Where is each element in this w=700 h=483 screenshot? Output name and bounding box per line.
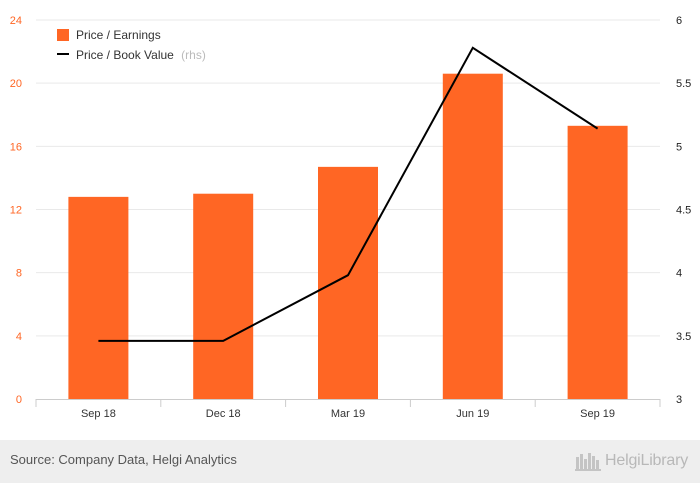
y-left-tick-label: 0 [16, 394, 22, 406]
y-left-tick-label: 20 [10, 78, 22, 90]
pbv-line [98, 46, 599, 342]
y-left-tick-label: 4 [16, 331, 22, 343]
x-tick-label: Sep 19 [580, 408, 615, 420]
legend-pbv-suffix: (rhs) [181, 48, 206, 62]
brand-logo: HelgiLibrary [575, 449, 688, 473]
x-tick-label: Mar 19 [331, 408, 365, 420]
y-right-tick-label: 5 [676, 141, 682, 153]
source-note: Source: Company Data, Helgi Analytics [10, 452, 237, 467]
pe-bar [68, 196, 129, 399]
legend-pe-label: Price / Earnings [76, 28, 161, 42]
x-tick-label: Jun 19 [456, 408, 489, 420]
y-right-tick-label: 5.5 [676, 78, 691, 90]
axes: 0 4 8 12 16 20 24 3 3.5 4 4.5 5 5.5 6 Sep 18 Dec 18 Mar … [10, 15, 692, 420]
y-left-tick-label: 8 [16, 268, 22, 280]
y-right-tick-label: 3 [676, 394, 682, 406]
y-right-tick-label: 6 [676, 15, 682, 27]
y-left-tick-label: 24 [10, 15, 22, 27]
pe-bar [442, 73, 503, 400]
x-tick-label: Dec 18 [206, 408, 241, 420]
y-right-tick-label: 3.5 [676, 331, 691, 343]
legend-pbv-text: Price / Book Value (rhs) [76, 48, 206, 62]
footer: Source: Company Data, Helgi Analytics He… [0, 440, 700, 483]
brand-name: HelgiLibrary [605, 452, 688, 469]
y-left-tick-label: 12 [10, 205, 22, 217]
x-tick-label: Sep 18 [81, 408, 116, 420]
pe-bar [193, 193, 254, 399]
pe-bars [68, 73, 628, 400]
y-right-tick-label: 4 [676, 268, 682, 280]
legend-pbv-label: Price / Book Value [76, 48, 174, 62]
pe-bar [318, 166, 378, 399]
y-left-tick-label: 16 [10, 141, 22, 153]
library-icon [575, 453, 602, 471]
legend-pe-swatch [57, 29, 69, 41]
y-right-tick-label: 4.5 [676, 205, 691, 217]
legend: Price / Earnings Price / Book Value (rhs… [57, 28, 206, 62]
pe-bar [567, 125, 628, 399]
